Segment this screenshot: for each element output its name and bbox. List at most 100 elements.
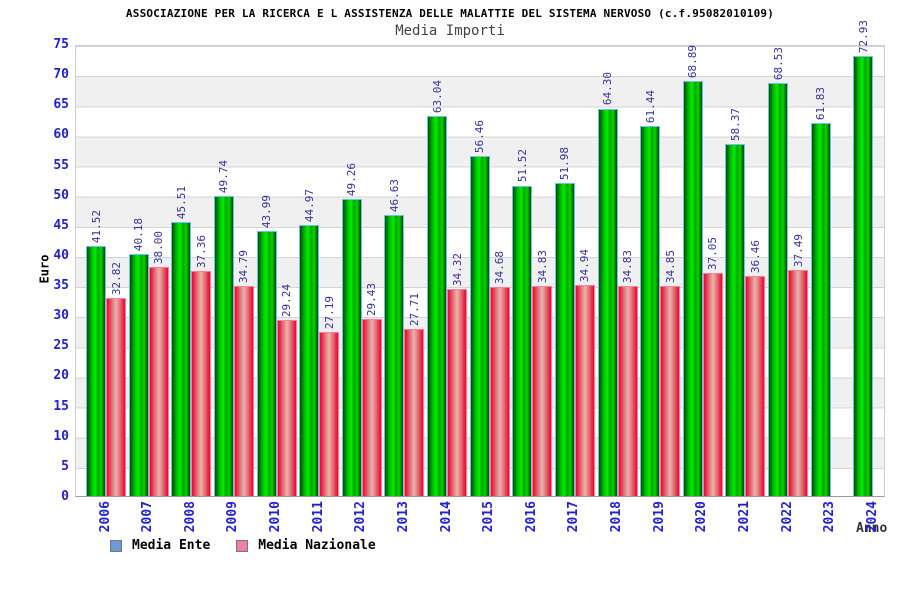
x-tick-2015: 2015 (481, 501, 497, 533)
media-nazionale-value-label-wrap: 36.46 (745, 240, 765, 273)
media-ente-value-label-wrap: 68.53 (768, 47, 788, 80)
media-nazionale-value-label-wrap: 34.83 (618, 250, 638, 283)
y-tick-35: 35 (53, 278, 69, 294)
chart-subtitle: Media Importi (395, 23, 505, 39)
media-nazionale-value-label-wrap: 34.85 (660, 250, 680, 283)
media-nazionale-value-label-2020: 37.05 (706, 236, 720, 270)
media-ente-value-label-wrap: 64.30 (598, 72, 618, 105)
media-nazionale-value-label-2007: 38.00 (152, 230, 166, 264)
x-tick-2010: 2010 (268, 501, 284, 533)
x-tick-wrap-2011: 2011 (298, 501, 338, 532)
x-tick-wrap-2013: 2013 (383, 501, 423, 532)
media-nazionale-label: Media Nazionale (258, 538, 376, 553)
media-ente-swatch-icon (110, 539, 122, 552)
x-tick-wrap-2014: 2014 (426, 501, 466, 532)
x-tick-wrap-2009: 2009 (213, 501, 253, 532)
media-nazionale-bar-2009 (233, 286, 254, 496)
media-nazionale-bar-2007 (148, 267, 169, 496)
x-axis-title: Anno (856, 521, 888, 536)
media-ente-value-label-wrap: 72.93 (853, 20, 873, 53)
media-ente-value-label-2010: 43.99 (260, 194, 274, 228)
media-nazionale-value-label-wrap: 27.19 (319, 296, 339, 329)
media-nazionale-value-label-wrap: 27.71 (404, 293, 424, 326)
media-nazionale-bar-2006 (106, 298, 126, 496)
x-tick-wrap-2010: 2010 (256, 501, 296, 532)
x-tick-2011: 2011 (310, 501, 326, 533)
y-tick-20: 20 (53, 368, 69, 384)
media-ente-bar-2018 (597, 108, 618, 496)
media-ente-value-label-wrap: 51.98 (555, 147, 575, 180)
x-tick-2024: 2024 (864, 501, 880, 533)
media-nazionale-swatch-icon (236, 539, 249, 552)
y-tick-15: 15 (53, 398, 69, 414)
media-nazionale-value-label-2016: 34.83 (535, 249, 549, 284)
media-ente-value-label-2017: 51.98 (558, 146, 572, 180)
media-ente-value-label-2022: 68.53 (771, 46, 785, 80)
y-tick-75: 75 (53, 37, 69, 52)
x-tick-wrap-2023: 2023 (810, 501, 850, 532)
y-tick-30: 30 (53, 308, 69, 324)
media-ente-value-label-2009: 49.74 (217, 160, 231, 194)
media-nazionale-value-label-wrap: 34.32 (447, 253, 467, 286)
media-nazionale-bar-2020 (702, 272, 723, 496)
media-ente-value-label-2013: 46.63 (387, 178, 401, 212)
x-tick-2017: 2017 (566, 501, 582, 533)
y-tick-70: 70 (53, 67, 69, 83)
media-ente-value-label-wrap: 58.37 (725, 108, 745, 141)
x-tick-wrap-2018: 2018 (597, 501, 637, 532)
x-tick-wrap-2006: 2006 (85, 501, 125, 532)
y-tick-50: 50 (53, 187, 69, 203)
media-ente-bar-2023 (810, 123, 831, 496)
media-nazionale-value-label-wrap: 38.00 (149, 231, 169, 264)
media-nazionale-value-label-wrap: 34.83 (532, 250, 552, 283)
y-tick-55: 55 (53, 157, 69, 173)
x-tick-wrap-2021: 2021 (724, 501, 764, 532)
media-ente-value-label-wrap: 40.18 (129, 218, 149, 251)
media-ente-bar-2017 (554, 182, 575, 496)
media-ente-value-label-2011: 44.97 (302, 188, 316, 222)
media-nazionale-value-label-2017: 34.94 (578, 249, 592, 283)
media-ente-value-label-wrap: 45.51 (171, 186, 191, 219)
media-nazionale-bar-2010 (276, 319, 297, 496)
media-nazionale-bar-2014 (447, 289, 468, 496)
media-ente-value-label-wrap: 41.52 (86, 210, 106, 243)
x-tick-2020: 2020 (694, 501, 710, 533)
media-nazionale-value-label-2014: 34.32 (450, 253, 464, 287)
x-tick-2023: 2023 (822, 501, 838, 533)
media-nazionale-value-label-wrap: 34.79 (234, 250, 254, 283)
media-nazionale-value-label-2008: 37.36 (194, 234, 208, 268)
x-tick-wrap-2016: 2016 (511, 501, 551, 532)
x-tick-2013: 2013 (395, 501, 411, 533)
media-ente-bar-2020 (682, 80, 703, 496)
media-nazionale-value-label-2018: 34.83 (621, 249, 635, 284)
legend: Media Ente Media Nazionale (110, 538, 376, 553)
media-ente-value-label-2012: 49.26 (345, 163, 359, 197)
y-tick-45: 45 (53, 217, 69, 233)
media-nazionale-value-label-wrap: 29.24 (277, 284, 297, 317)
x-tick-wrap-2015: 2015 (469, 501, 509, 532)
media-ente-value-label-wrap: 49.26 (342, 163, 362, 196)
media-nazionale-value-label-2012: 29.43 (365, 282, 379, 316)
media-ente-value-label-wrap: 43.99 (257, 195, 277, 228)
x-tick-wrap-2008: 2008 (170, 501, 210, 532)
y-tick-60: 60 (53, 127, 69, 143)
x-tick-wrap-2020: 2020 (682, 501, 722, 532)
media-ente-bar-2024 (853, 56, 874, 496)
x-tick-2022: 2022 (779, 501, 795, 533)
media-nazionale-value-label-2009: 34.79 (237, 250, 251, 284)
media-ente-bar-2014 (427, 116, 448, 496)
y-tick-10: 10 (53, 428, 69, 444)
media-ente-value-label-wrap: 44.97 (299, 189, 319, 222)
plot-area: 41.52 32.82 40.18 38.00 45.51 37.36 49.74 34.79… (75, 20, 885, 497)
media-ente-value-label-2016: 51.52 (515, 149, 529, 183)
media-nazionale-bar-2016 (532, 286, 553, 496)
media-ente-value-label-2008: 45.51 (174, 185, 188, 219)
media-ente-value-label-2021: 58.37 (728, 108, 742, 142)
media-ente-value-label-wrap: 56.46 (470, 120, 490, 153)
x-tick-2009: 2009 (225, 501, 241, 533)
media-ente-label: Media Ente (132, 538, 211, 553)
x-tick-wrap-2007: 2007 (128, 501, 168, 532)
media-ente-bar-2021 (725, 144, 746, 496)
y-tick-65: 65 (53, 97, 69, 113)
